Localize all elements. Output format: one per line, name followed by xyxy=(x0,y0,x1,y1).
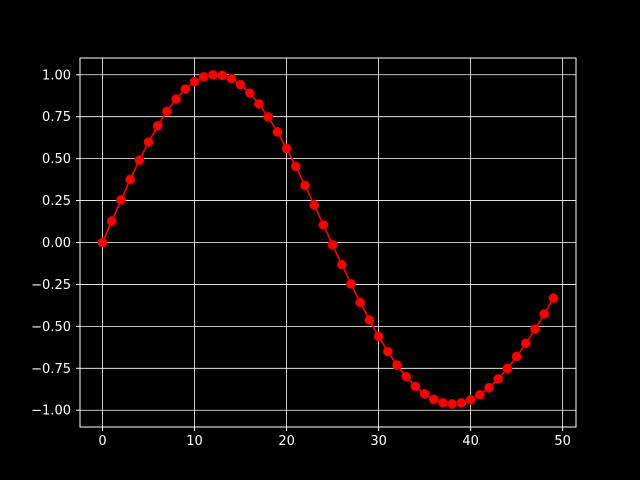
data-series xyxy=(97,69,559,409)
x-tick-label: 10 xyxy=(186,434,203,449)
data-point xyxy=(97,237,108,248)
x-tick-label: 20 xyxy=(278,434,295,449)
data-point xyxy=(244,88,255,98)
data-point xyxy=(254,99,264,109)
x-tick-label: 30 xyxy=(370,434,387,449)
axis-ticks: 0 10 20 30 40 50 1.00 0.75 0.50 0.25 0.00 −0.25 −0.5… xyxy=(31,68,571,449)
y-tick-label: −1.00 xyxy=(31,404,71,419)
data-point xyxy=(106,216,117,226)
data-point xyxy=(125,174,136,185)
x-tick-label: 40 xyxy=(462,434,479,449)
data-point xyxy=(539,309,550,319)
data-point xyxy=(428,394,439,405)
data-point xyxy=(180,84,191,95)
y-tick-label: 0.50 xyxy=(42,152,71,167)
y-tick-label: 0.75 xyxy=(42,110,71,125)
data-point xyxy=(235,79,246,90)
data-point xyxy=(336,259,347,270)
y-tick-label: 0.00 xyxy=(42,236,71,251)
y-tick-label: 1.00 xyxy=(42,68,71,83)
data-point xyxy=(382,346,393,357)
data-point xyxy=(318,220,329,230)
y-tick-label: 0.25 xyxy=(42,194,71,209)
data-point xyxy=(520,338,531,349)
y-tick-label: −0.25 xyxy=(31,278,71,293)
data-point xyxy=(116,195,126,205)
data-point xyxy=(162,106,172,117)
data-point xyxy=(530,324,540,334)
data-point xyxy=(189,76,200,87)
data-point xyxy=(300,180,310,191)
data-point xyxy=(474,389,485,400)
data-point xyxy=(502,363,513,374)
data-point xyxy=(281,143,292,154)
data-point xyxy=(309,200,320,210)
data-point xyxy=(217,70,228,81)
data-point xyxy=(346,279,356,289)
x-tick-label: 0 xyxy=(98,434,106,449)
data-point xyxy=(355,297,366,308)
data-point xyxy=(456,398,467,408)
data-point xyxy=(290,161,301,172)
data-point xyxy=(484,382,494,393)
data-point xyxy=(272,127,283,137)
data-point xyxy=(171,94,182,104)
data-point xyxy=(152,120,163,131)
data-point xyxy=(263,112,274,122)
x-tick-label: 50 xyxy=(554,434,571,449)
data-point xyxy=(465,394,476,405)
data-point xyxy=(392,360,402,370)
y-tick-label: −0.75 xyxy=(31,362,71,377)
data-point xyxy=(134,155,145,166)
grid-lines xyxy=(80,58,576,427)
data-point xyxy=(373,331,384,342)
data-point xyxy=(208,69,218,80)
data-point xyxy=(419,389,430,399)
data-point xyxy=(226,73,237,84)
data-point xyxy=(438,397,448,408)
data-point xyxy=(410,381,421,392)
data-point xyxy=(511,351,522,362)
data-point xyxy=(493,374,504,384)
data-point xyxy=(327,239,338,250)
data-point xyxy=(548,293,559,304)
data-point xyxy=(401,371,412,382)
data-point xyxy=(143,137,154,148)
y-tick-label: −0.50 xyxy=(31,320,71,335)
data-point xyxy=(447,399,458,409)
data-point xyxy=(198,71,209,82)
data-point xyxy=(364,315,375,325)
